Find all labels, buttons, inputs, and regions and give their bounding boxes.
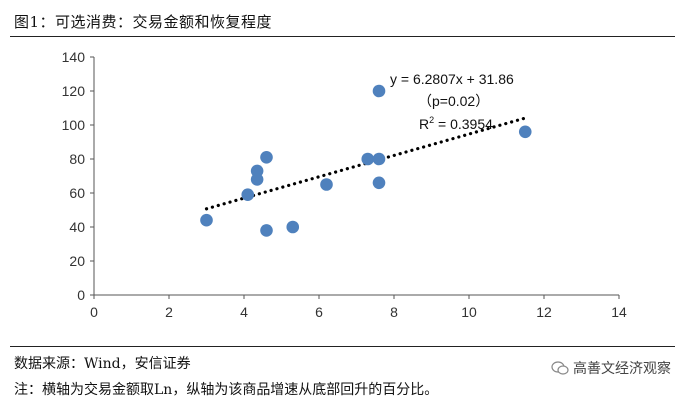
data-point: [372, 176, 386, 190]
y-tick-label: 100: [62, 117, 86, 133]
x-tick-label: 10: [461, 304, 477, 320]
r2-superscript: 2: [429, 115, 434, 125]
y-tick-label: 120: [62, 83, 86, 99]
data-point: [286, 220, 300, 234]
trendline-equation: y = 6.2807x + 31.86: [390, 71, 514, 87]
x-tick-label: 2: [165, 304, 173, 320]
data-point: [372, 84, 386, 98]
y-tick-label: 140: [62, 49, 86, 65]
x-tick-label: 14: [611, 304, 627, 320]
bottom-rule: [10, 346, 675, 347]
x-tick-label: 12: [536, 304, 552, 320]
trendline-r2: R2 = 0.3954: [419, 115, 493, 132]
top-rule: [10, 36, 675, 37]
data-point: [361, 152, 375, 166]
y-tick-label: 80: [69, 151, 85, 167]
trendline-pvalue: （p=0.02）: [418, 93, 489, 109]
data-point: [250, 173, 264, 186]
x-tick-label: 6: [315, 304, 323, 320]
watermark: 高善文经济观察: [551, 358, 671, 378]
data-point: [200, 213, 213, 227]
data-point: [241, 188, 255, 201]
wechat-icon: [551, 361, 569, 375]
data-point: [320, 178, 333, 191]
x-tick-label: 0: [90, 304, 98, 320]
y-tick-label: 20: [69, 253, 85, 269]
y-tick-label: 60: [69, 185, 85, 201]
data-source: 数据来源：Wind，安信证券: [14, 356, 191, 372]
x-tick-label: 4: [240, 304, 248, 320]
footnote: 注：横轴为交易金额取Ln，纵轴为该商品增速从底部回升的百分比。: [14, 382, 439, 398]
x-tick-label: 8: [390, 304, 398, 320]
y-tick-label: 0: [77, 287, 85, 303]
figure-title: 图1：可选消费：交易金额和恢复程度: [14, 13, 273, 31]
data-point: [518, 125, 532, 139]
watermark-text: 高善文经济观察: [573, 361, 671, 377]
r2-value: = 0.3954: [434, 116, 493, 132]
r2-label: R: [419, 116, 429, 132]
data-point: [260, 151, 273, 164]
data-points: [200, 84, 532, 237]
y-tick-label: 40: [69, 219, 85, 235]
axes: [90, 56, 620, 299]
trendline-annotation: y = 6.2807x + 31.86 （p=0.02） R2 = 0.3954: [390, 71, 514, 132]
data-point: [372, 152, 386, 166]
data-point: [260, 224, 273, 237]
